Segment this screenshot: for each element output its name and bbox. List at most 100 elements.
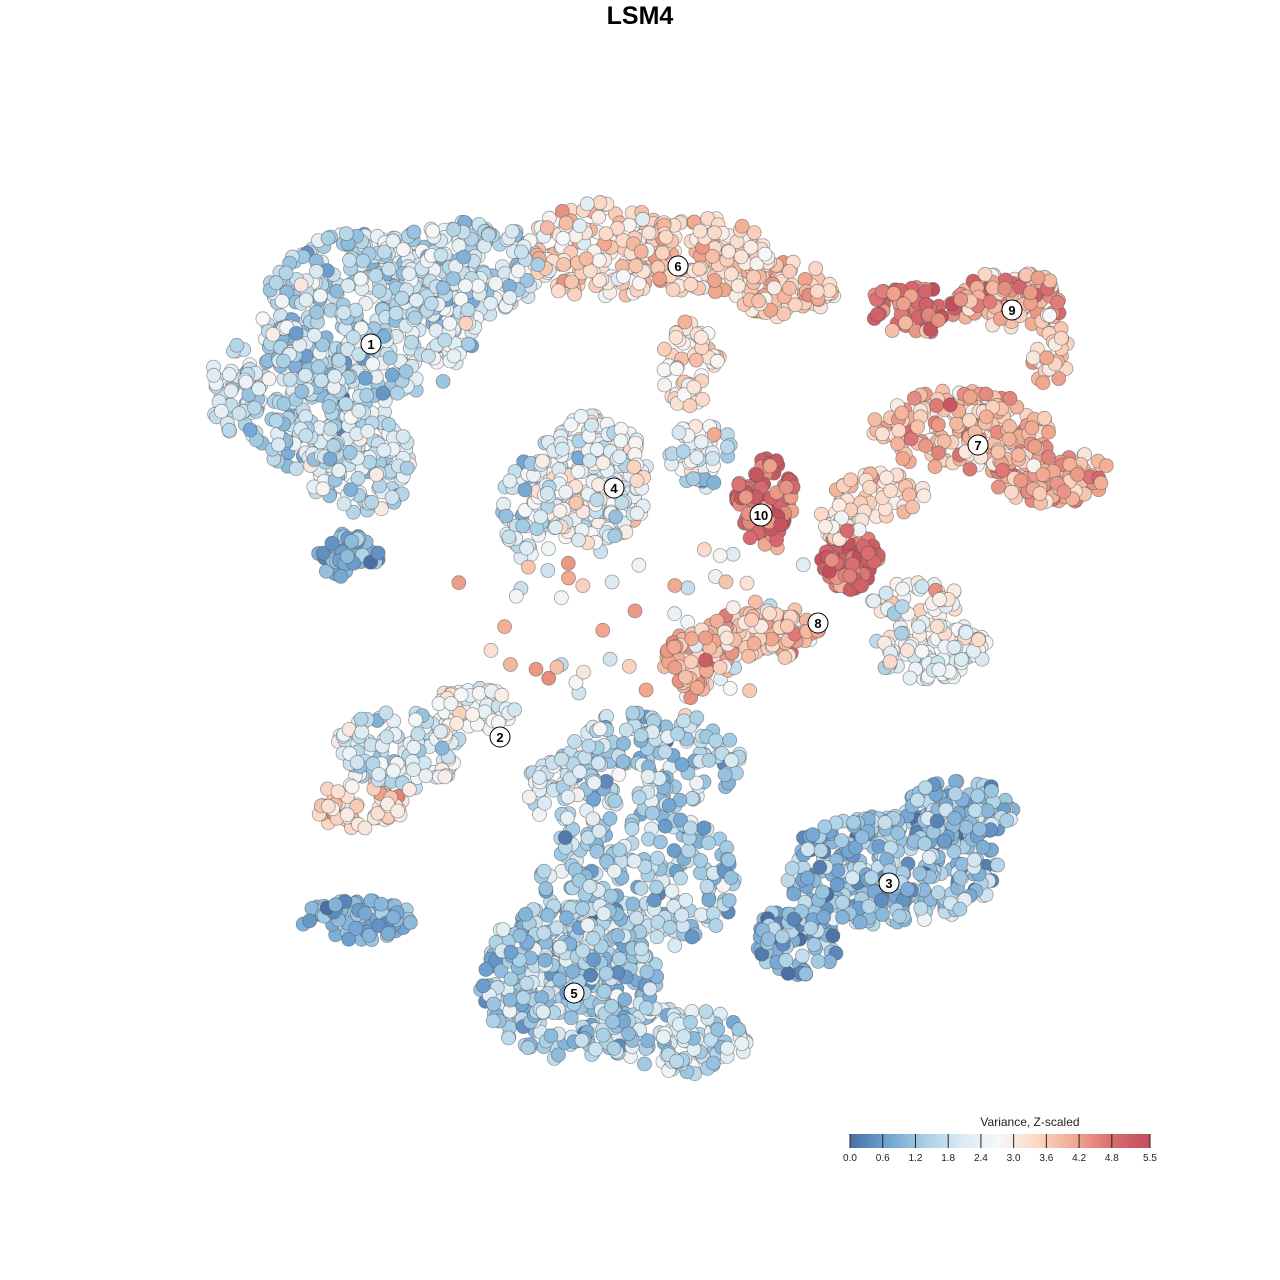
data-point (288, 325, 304, 341)
data-point (507, 702, 522, 718)
data-point (638, 1000, 654, 1016)
data-point (718, 574, 734, 590)
data-point (355, 253, 371, 269)
data-point (906, 390, 922, 406)
data-point (229, 337, 245, 353)
data-point (514, 244, 529, 260)
data-point (1002, 418, 1017, 434)
cluster-label-5: 5 (563, 982, 585, 1004)
legend-tick-label: 4.8 (1105, 1153, 1119, 1164)
data-point (669, 361, 685, 377)
data-point (536, 925, 552, 941)
data-point (666, 639, 682, 655)
data-point (333, 569, 349, 584)
legend-title: Variance, Z-scaled (980, 1115, 1079, 1129)
data-point (946, 639, 962, 655)
data-point (343, 482, 359, 498)
data-point (1042, 308, 1057, 323)
data-point (378, 705, 394, 721)
data-point (631, 557, 647, 573)
legend-colorbar (850, 1134, 1150, 1148)
data-point (874, 893, 889, 908)
cluster-label-text: 6 (674, 259, 681, 274)
data-point (705, 450, 721, 466)
data-point (866, 593, 882, 609)
data-point (930, 445, 946, 461)
data-point (931, 312, 946, 328)
legend-tick-label: 4.2 (1072, 1153, 1086, 1164)
data-point (721, 893, 737, 908)
data-point (830, 863, 846, 879)
data-point (381, 261, 397, 277)
data-point (406, 224, 422, 240)
data-point (698, 630, 713, 646)
data-point (1032, 486, 1048, 502)
data-point (800, 870, 815, 886)
data-point (298, 428, 314, 444)
data-point (883, 483, 898, 499)
cluster-label-text: 2 (496, 730, 503, 745)
data-point (548, 519, 563, 535)
data-point (806, 937, 822, 952)
data-point (221, 367, 237, 382)
data-point (578, 251, 594, 267)
data-point (381, 416, 397, 432)
data-point (573, 408, 589, 424)
data-point (809, 283, 825, 299)
data-point (825, 928, 841, 944)
data-point (896, 296, 911, 312)
data-point (572, 764, 588, 780)
data-point (494, 687, 510, 703)
data-point (958, 819, 974, 835)
data-point (456, 249, 472, 265)
data-point (786, 886, 802, 902)
data-point (288, 461, 304, 477)
data-point (997, 280, 1013, 296)
data-point (707, 225, 722, 241)
data-point (991, 479, 1006, 495)
data-point (376, 442, 392, 458)
data-point (567, 734, 582, 749)
data-point (460, 336, 476, 352)
data-point (498, 508, 514, 524)
data-point (520, 1040, 536, 1055)
data-point (910, 792, 925, 808)
data-point (686, 379, 702, 395)
data-point (979, 409, 994, 425)
data-point (592, 721, 608, 737)
data-point (633, 941, 649, 957)
data-point (867, 412, 883, 428)
data-point (661, 798, 677, 813)
data-point (433, 247, 449, 263)
data-point (805, 827, 821, 842)
data-point (520, 559, 536, 575)
data-point (618, 722, 634, 738)
data-point (701, 892, 717, 908)
data-point (646, 892, 662, 908)
data-point (627, 603, 643, 619)
data-point (929, 398, 944, 413)
data-point (990, 444, 1006, 460)
data-point (650, 850, 665, 866)
data-point (746, 636, 762, 651)
data-point (762, 606, 777, 621)
data-point (483, 643, 499, 658)
data-point (667, 606, 682, 622)
data-point (845, 870, 860, 886)
data-point (707, 273, 722, 288)
data-point (297, 367, 313, 383)
data-point (706, 427, 722, 443)
data-point (812, 859, 828, 875)
data-point (731, 1021, 747, 1037)
data-point (927, 459, 943, 475)
data-point (271, 437, 286, 453)
data-point (637, 1056, 652, 1072)
data-point (638, 682, 654, 698)
cluster-label-3: 3 (878, 872, 900, 894)
data-point (778, 953, 794, 968)
data-point (575, 578, 591, 593)
data-point (508, 588, 524, 604)
data-point (1026, 350, 1041, 366)
data-point (722, 681, 738, 696)
data-point (610, 928, 625, 943)
